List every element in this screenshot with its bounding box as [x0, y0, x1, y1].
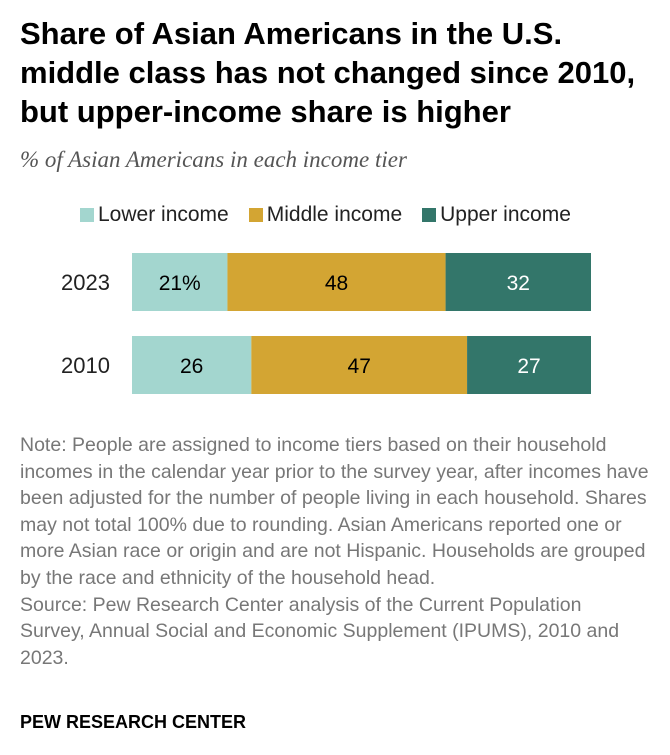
- data-label-2010-0: 26: [180, 355, 203, 378]
- legend-swatch-upper: [422, 208, 437, 222]
- bar-segment-2010-1: [251, 336, 468, 394]
- legend-label-upper: Upper income: [440, 203, 571, 226]
- source-text: Source: Pew Research Center analysis of …: [20, 593, 620, 669]
- stacked-bar-chart: 2023 21% 48 32 2010 26 47 27: [61, 253, 591, 394]
- bar-segment-2010-0: [132, 336, 252, 394]
- bar-segment-2010-2: [467, 336, 591, 394]
- legend: Lower income Middle income Upper income: [80, 203, 591, 227]
- legend-swatch-lower: [80, 208, 94, 222]
- bar-segment-2023-2: [445, 253, 591, 311]
- chart-title: Share of Asian Americans in the U.S. mid…: [20, 16, 636, 129]
- data-label-2023-0: 21%: [159, 272, 201, 295]
- legend-item-upper: Upper income: [422, 203, 571, 227]
- bar-segment-2023-0: [132, 253, 228, 311]
- legend-item-lower: Lower income: [80, 203, 229, 227]
- notes-block: Note: People are assigned to income tier…: [20, 432, 650, 671]
- data-label-2023-1: 48: [325, 272, 348, 295]
- legend-item-middle: Middle income: [248, 203, 403, 227]
- chart-subtitle: % of Asian Americans in each income tier: [20, 147, 407, 172]
- category-label-2010: 2010: [61, 353, 110, 378]
- footer-brand: PEW RESEARCH CENTER: [20, 712, 247, 732]
- data-label-2010-2: 27: [517, 355, 540, 378]
- data-label-2023-2: 32: [507, 272, 530, 295]
- legend-swatch-middle: [248, 208, 263, 222]
- data-label-2010-1: 47: [348, 355, 371, 378]
- legend-label-middle: Middle income: [266, 203, 403, 226]
- note-text: Note: People are assigned to income tier…: [20, 434, 649, 589]
- legend-label-lower: Lower income: [98, 203, 229, 226]
- bar-segment-2023-1: [227, 253, 446, 311]
- category-label-2023: 2023: [61, 270, 110, 295]
